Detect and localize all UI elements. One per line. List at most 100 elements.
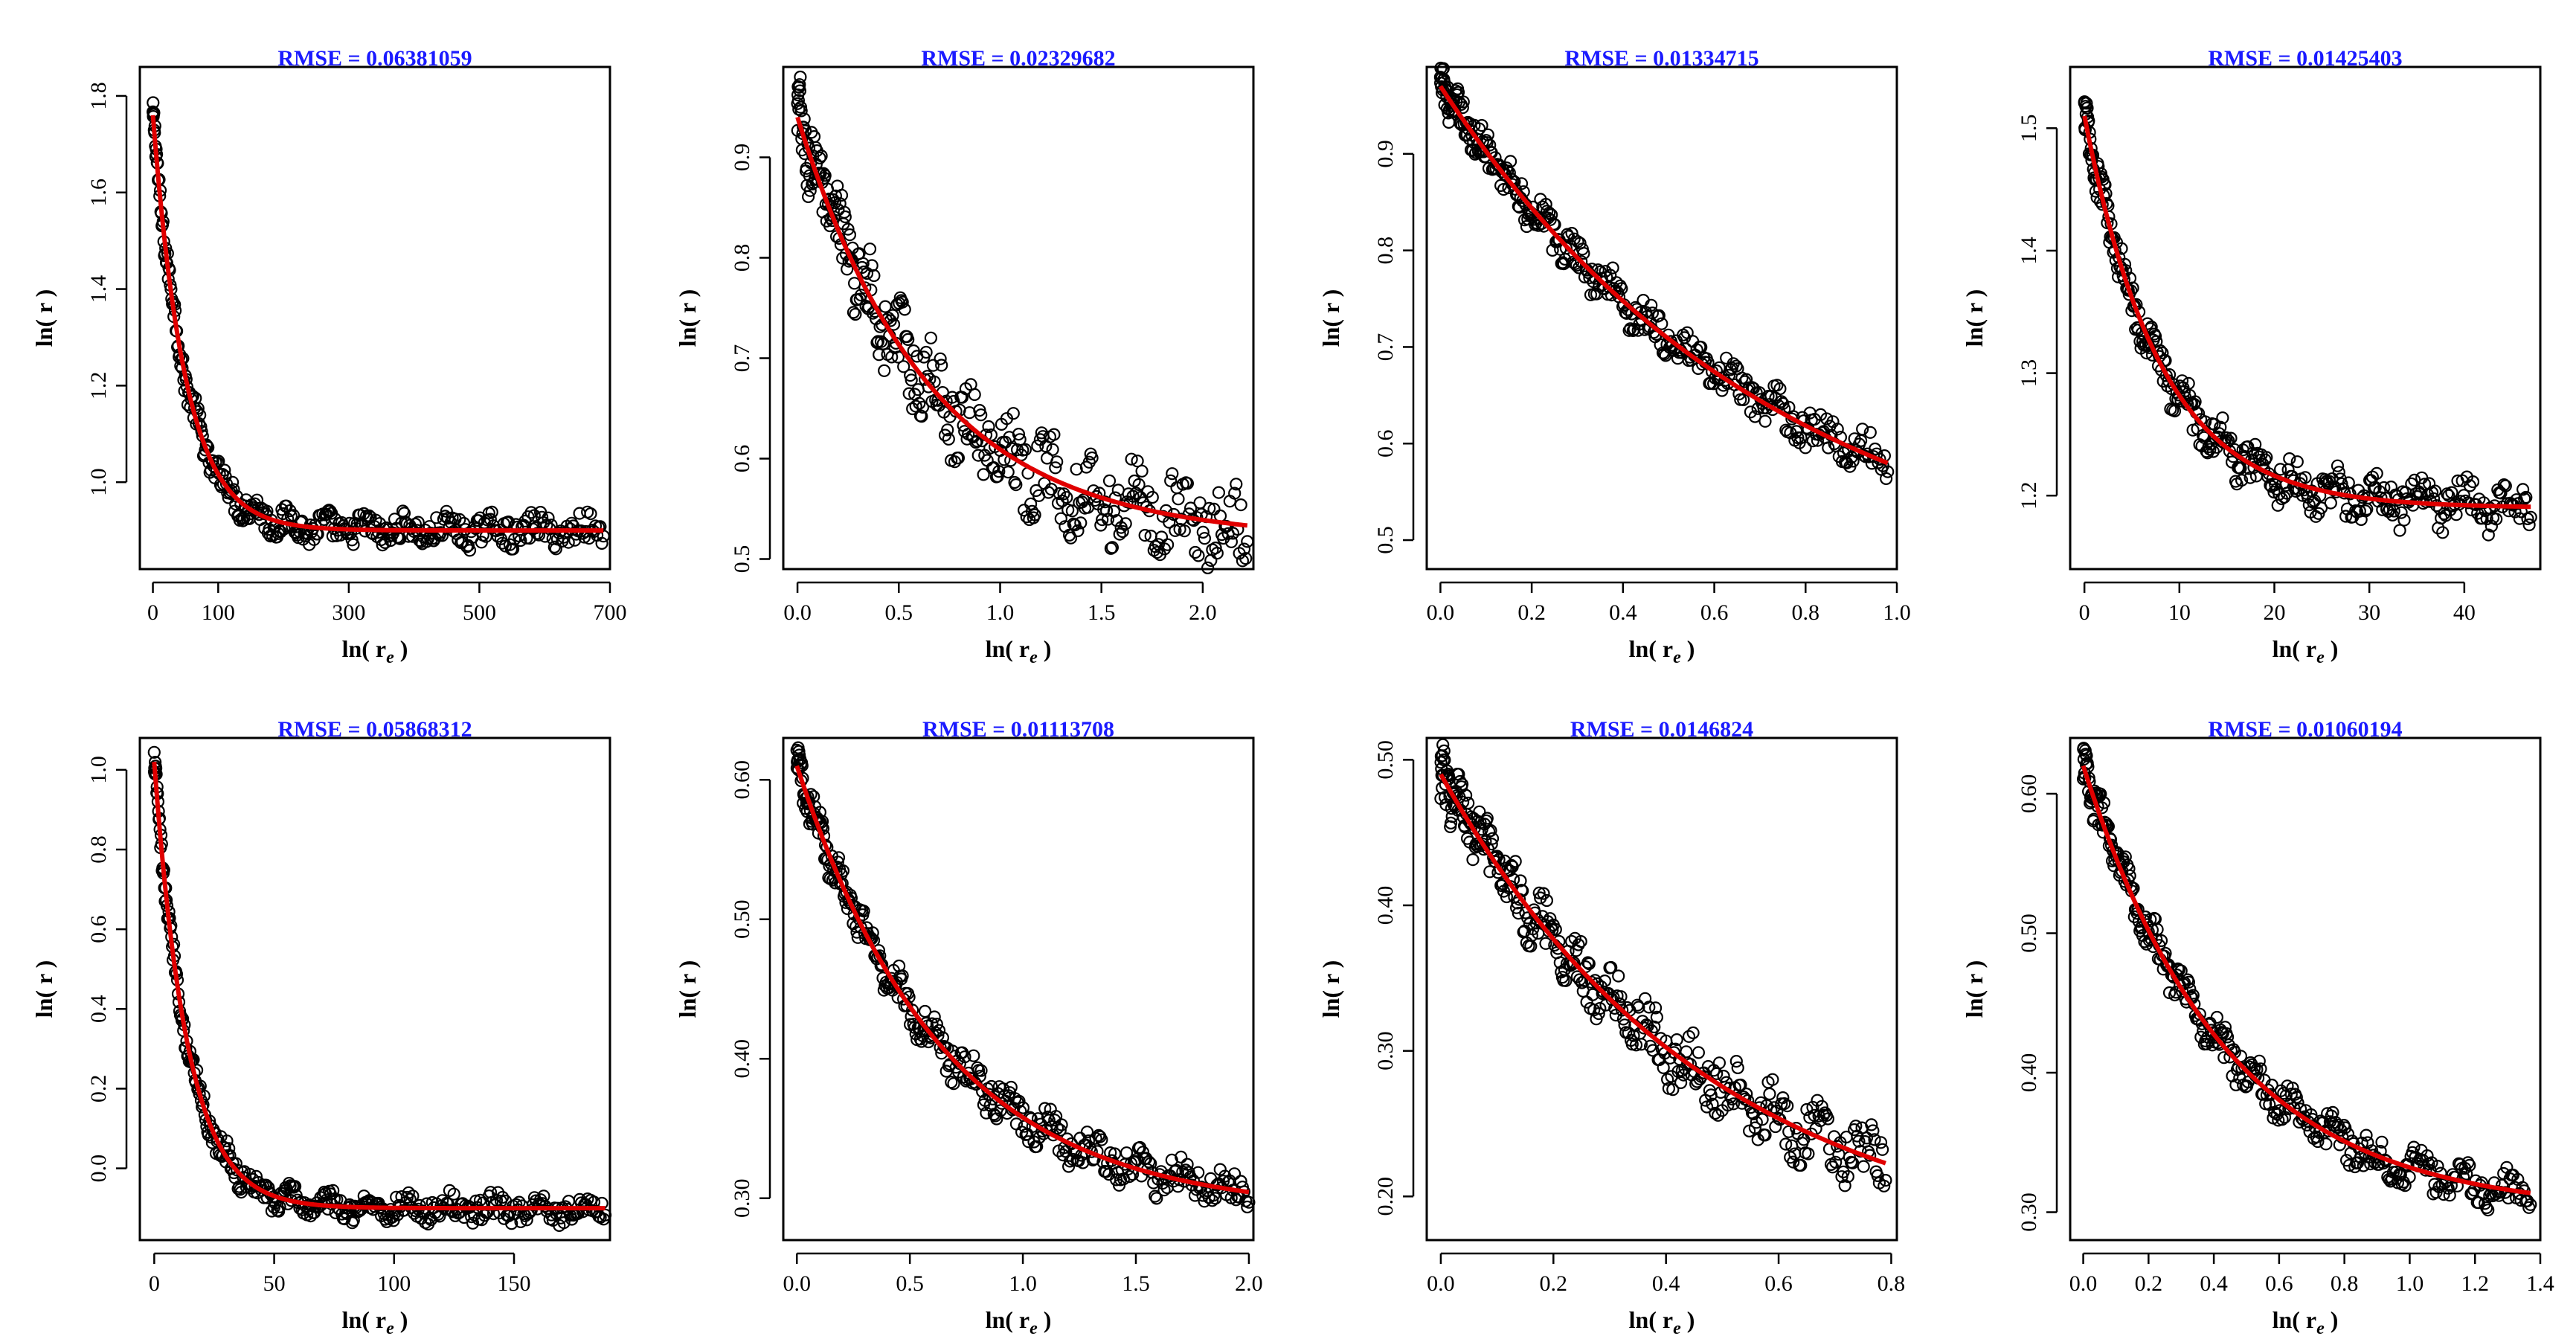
data-point [1041, 486, 1056, 499]
data-point [1634, 1038, 1648, 1051]
data-point [1112, 1178, 1126, 1192]
data-point [1437, 744, 1451, 758]
data-point [2354, 1150, 2368, 1164]
scatter-points [791, 70, 1254, 575]
data-point [2524, 1198, 2537, 1211]
data-point [2353, 504, 2366, 518]
data-point [1116, 524, 1129, 539]
y-tick-label: 1.6 [86, 179, 111, 207]
x-tick-label: 0.4 [1609, 600, 1637, 625]
data-point [2368, 481, 2382, 494]
data-point [1706, 1097, 1719, 1111]
data-point [1593, 1002, 1607, 1015]
data-point [1655, 317, 1668, 330]
data-point [1053, 1123, 1067, 1137]
data-point [443, 1184, 457, 1198]
x-tick-label: 300 [332, 600, 365, 625]
data-point [1525, 928, 1538, 943]
data-point [2482, 528, 2495, 542]
data-point [1061, 1160, 1076, 1173]
x-tick-label: 1.0 [2396, 1271, 2424, 1296]
plot-frame [782, 736, 1255, 1242]
data-point [1012, 427, 1025, 441]
y-tick-label: 0.50 [2017, 914, 2041, 953]
data-point [495, 536, 510, 550]
data-point [1756, 1113, 1769, 1126]
data-point [1080, 1126, 1094, 1139]
data-point [1074, 516, 1088, 530]
data-point [2168, 404, 2182, 418]
data-point [226, 475, 240, 489]
data-point [2428, 484, 2442, 498]
data-point [1160, 538, 1175, 551]
data-point [447, 1187, 460, 1201]
data-point [867, 269, 881, 283]
data-point [1064, 531, 1078, 545]
x-axis-label: ln( re ) [2273, 1306, 2339, 1338]
data-point [2359, 504, 2372, 518]
data-point [1614, 990, 1628, 1004]
data-point [2234, 461, 2247, 475]
data-point [992, 465, 1006, 478]
data-point [2407, 1140, 2421, 1154]
data-point [524, 506, 538, 519]
data-point [1748, 410, 1761, 423]
x-axis-label: ln( re ) [986, 1306, 1052, 1338]
data-point [1837, 1165, 1850, 1179]
data-point [2254, 1062, 2267, 1076]
data-point [1574, 935, 1587, 948]
data-point [1172, 492, 1185, 506]
data-point [1196, 525, 1210, 539]
y-tick-label: 1.2 [2017, 481, 2041, 510]
data-point [1444, 816, 1458, 829]
data-point [2275, 1113, 2289, 1126]
data-point [1821, 1112, 1835, 1126]
data-point [1146, 490, 1159, 504]
data-point [926, 359, 940, 372]
data-point [2182, 975, 2195, 989]
data-point [1129, 487, 1143, 500]
data-point [1025, 504, 1039, 518]
data-point [857, 905, 870, 918]
data-point [1878, 1179, 1891, 1192]
data-point [2445, 486, 2458, 499]
data-point [1645, 298, 1658, 312]
fit-curve [1439, 773, 1886, 1166]
data-point [1047, 428, 1061, 441]
y-tick-label: 0.20 [1373, 1177, 1398, 1216]
y-axis-label: ln( r ) [1961, 960, 1988, 1018]
data-point [2466, 475, 2480, 489]
data-point [218, 463, 231, 477]
data-point [1210, 546, 1224, 560]
data-point [1175, 1150, 1188, 1164]
data-point [1773, 382, 1787, 396]
fit-curve [2082, 115, 2531, 510]
data-point [1060, 491, 1073, 504]
data-point [934, 352, 947, 365]
data-point [1794, 1158, 1808, 1172]
data-point [1618, 1018, 1631, 1032]
y-tick-label: 0.30 [1373, 1031, 1398, 1070]
data-point [1165, 1153, 1178, 1167]
data-point [2235, 473, 2249, 487]
data-point [384, 533, 397, 548]
y-tick-label: 0.8 [730, 244, 754, 272]
data-point [942, 432, 955, 446]
data-point [220, 1134, 234, 1148]
data-point [974, 1064, 988, 1077]
data-point [2339, 510, 2353, 523]
y-tick-label: 0.8 [86, 835, 111, 864]
data-point [1004, 1080, 1018, 1094]
x-axis-label: ln( re ) [2273, 635, 2339, 667]
data-point [1239, 552, 1253, 565]
scatter-points [147, 96, 610, 557]
x-tick-label: 0.8 [1792, 600, 1820, 625]
data-point [2415, 471, 2429, 484]
x-tick-label: 1.4 [2526, 1271, 2554, 1296]
data-point [1869, 442, 1882, 456]
data-point [1758, 414, 1772, 428]
data-point [1504, 155, 1517, 168]
data-point [876, 337, 890, 350]
